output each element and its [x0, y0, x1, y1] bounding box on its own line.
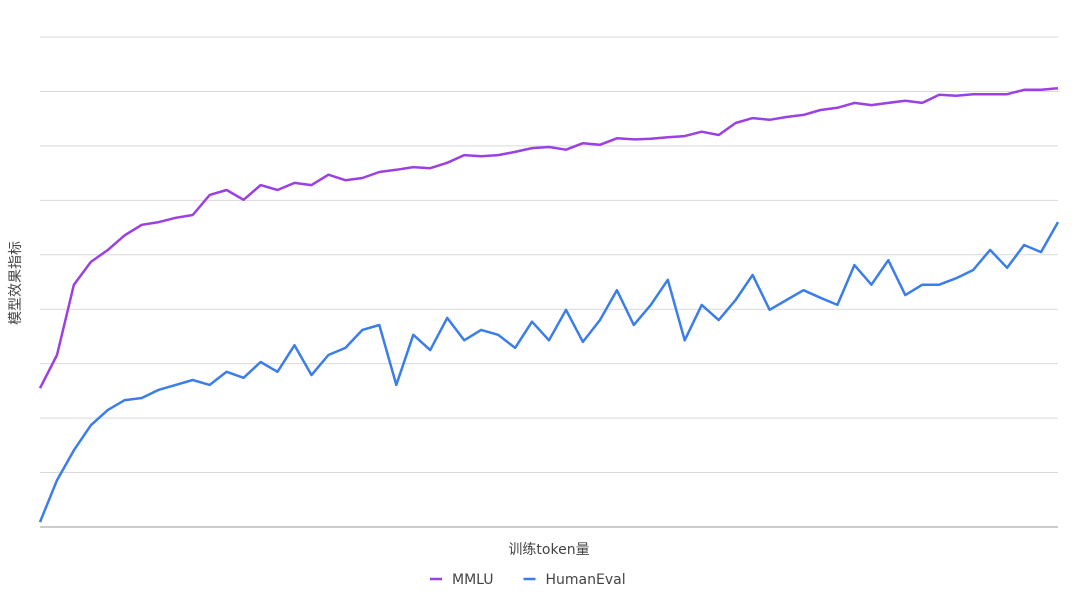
x-axis-label: 训练token量	[508, 542, 589, 558]
y-axis-label: 模型效果指标	[8, 241, 24, 325]
legend-label: MMLU	[452, 572, 494, 588]
series-line	[38, 86, 1059, 389]
legend-label: HumanEval	[546, 572, 626, 588]
series-line	[38, 221, 1060, 523]
